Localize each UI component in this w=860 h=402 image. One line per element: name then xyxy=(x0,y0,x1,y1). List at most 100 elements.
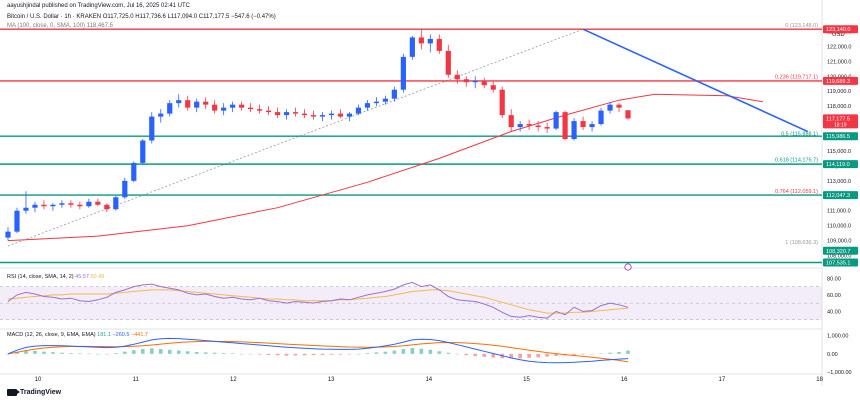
macd-legend[interactable]: MACD (12, 26, close, 9, EMA, EMA) 181.1 … xyxy=(7,332,148,338)
macd-histogram-bar[interactable] xyxy=(329,353,334,355)
macd-histogram-bar[interactable] xyxy=(446,352,451,354)
macd-histogram-bar[interactable] xyxy=(302,353,307,356)
macd-histogram-bar[interactable] xyxy=(60,352,64,354)
macd-histogram-bar[interactable] xyxy=(437,351,442,354)
macd-histogram-bar[interactable] xyxy=(131,350,136,354)
candle[interactable] xyxy=(230,104,236,108)
candle[interactable] xyxy=(221,107,227,111)
candle[interactable] xyxy=(167,103,173,114)
macd-histogram-bar[interactable] xyxy=(410,347,415,354)
candle[interactable] xyxy=(346,113,353,117)
candle[interactable] xyxy=(158,113,164,117)
macd-histogram-bar[interactable] xyxy=(509,353,513,359)
candle[interactable] xyxy=(463,79,469,83)
macd-histogram-bar[interactable] xyxy=(428,349,433,354)
candle[interactable] xyxy=(373,101,380,104)
candle[interactable] xyxy=(104,204,110,210)
macd-histogram-bar[interactable] xyxy=(284,353,289,356)
candle[interactable] xyxy=(301,113,308,116)
macd-histogram-bar[interactable] xyxy=(123,351,127,354)
rsi-ma-line[interactable] xyxy=(7,289,629,314)
macd-histogram-bar[interactable] xyxy=(158,349,163,354)
macd-histogram-bar[interactable] xyxy=(167,349,172,354)
macd-histogram-bar[interactable] xyxy=(617,352,621,354)
macd-histogram-bar[interactable] xyxy=(536,353,540,358)
macd-histogram-bar[interactable] xyxy=(293,353,298,356)
candle[interactable] xyxy=(337,113,344,117)
candle[interactable] xyxy=(176,100,182,104)
candle[interactable] xyxy=(553,112,559,129)
macd-histogram-bar[interactable] xyxy=(221,353,226,354)
macd-histogram-bar[interactable] xyxy=(69,353,73,354)
macd-histogram-bar[interactable] xyxy=(266,353,271,355)
macd-histogram-bar[interactable] xyxy=(42,351,46,354)
macd-histogram-bar[interactable] xyxy=(338,353,343,355)
candle[interactable] xyxy=(32,204,38,208)
fib-anchor-line[interactable] xyxy=(7,28,584,247)
rsi-line[interactable] xyxy=(7,281,629,319)
macd-histogram-bar[interactable] xyxy=(320,353,325,355)
macd-signal-line[interactable] xyxy=(7,340,629,363)
macd-histogram-bar[interactable] xyxy=(185,351,190,354)
macd-histogram-bar[interactable] xyxy=(626,350,630,354)
candle[interactable] xyxy=(194,101,200,108)
macd-histogram-bar[interactable] xyxy=(176,350,181,354)
macd-histogram-bar[interactable] xyxy=(419,348,424,354)
candle[interactable] xyxy=(508,115,514,128)
macd-histogram-bar[interactable] xyxy=(149,348,154,354)
macd-histogram-bar[interactable] xyxy=(482,353,487,357)
candle[interactable] xyxy=(418,37,424,44)
candle[interactable] xyxy=(50,204,56,207)
macd-histogram-bar[interactable] xyxy=(140,349,145,354)
macd-histogram-bar[interactable] xyxy=(491,353,496,358)
candle[interactable] xyxy=(580,121,586,128)
price-tag[interactable] xyxy=(823,246,858,255)
candle[interactable] xyxy=(265,110,272,113)
macd-histogram-bar[interactable] xyxy=(212,352,217,354)
rsi-legend[interactable]: RSI (14, close, SMA, 14, 2) 45.57 50.49 xyxy=(7,274,104,280)
macd-histogram-bar[interactable] xyxy=(347,353,352,355)
macd-histogram-bar[interactable] xyxy=(383,351,388,354)
macd-histogram-bar[interactable] xyxy=(230,353,235,354)
candle[interactable] xyxy=(131,162,137,181)
macd-histogram-bar[interactable] xyxy=(203,352,208,354)
macd-histogram-bar[interactable] xyxy=(527,353,531,358)
candle[interactable] xyxy=(355,107,362,114)
moving-average-legend[interactable]: MA (100, close, 0, SMA, 100) 118,467.5 xyxy=(7,23,113,29)
macd-histogram-bar[interactable] xyxy=(239,353,244,355)
candle[interactable] xyxy=(86,201,92,207)
macd-line[interactable] xyxy=(7,337,629,364)
macd-histogram-bar[interactable] xyxy=(275,353,280,356)
candle[interactable] xyxy=(274,112,281,116)
candle[interactable] xyxy=(445,50,451,75)
candle[interactable] xyxy=(454,74,460,80)
candle[interactable] xyxy=(481,80,487,86)
candle[interactable] xyxy=(248,107,254,110)
macd-histogram-bar[interactable] xyxy=(311,353,316,356)
macd-histogram-bar[interactable] xyxy=(356,353,361,355)
candle[interactable] xyxy=(598,110,604,125)
macd-histogram-bar[interactable] xyxy=(194,352,199,354)
macd-histogram-bar[interactable] xyxy=(572,353,576,355)
candle[interactable] xyxy=(391,89,397,99)
candle[interactable] xyxy=(149,116,155,141)
candle[interactable] xyxy=(23,207,29,211)
candle[interactable] xyxy=(571,121,577,140)
candle[interactable] xyxy=(68,203,74,205)
macd-histogram-bar[interactable] xyxy=(365,353,370,354)
bearish-trend-line[interactable] xyxy=(582,28,809,133)
candle[interactable] xyxy=(319,115,326,117)
candle[interactable] xyxy=(607,104,613,111)
candle[interactable] xyxy=(427,38,433,44)
candle[interactable] xyxy=(59,203,65,205)
macd-histogram-bar[interactable] xyxy=(473,353,478,357)
candle[interactable] xyxy=(95,201,101,205)
macd-histogram-bar[interactable] xyxy=(581,353,585,355)
price-tag[interactable] xyxy=(823,160,858,169)
candle[interactable] xyxy=(472,80,478,83)
candle[interactable] xyxy=(185,100,191,108)
candle[interactable] xyxy=(544,127,550,129)
price-tag[interactable] xyxy=(823,191,858,200)
macd-histogram-bar[interactable] xyxy=(464,353,469,356)
macd-histogram-bar[interactable] xyxy=(248,353,253,355)
